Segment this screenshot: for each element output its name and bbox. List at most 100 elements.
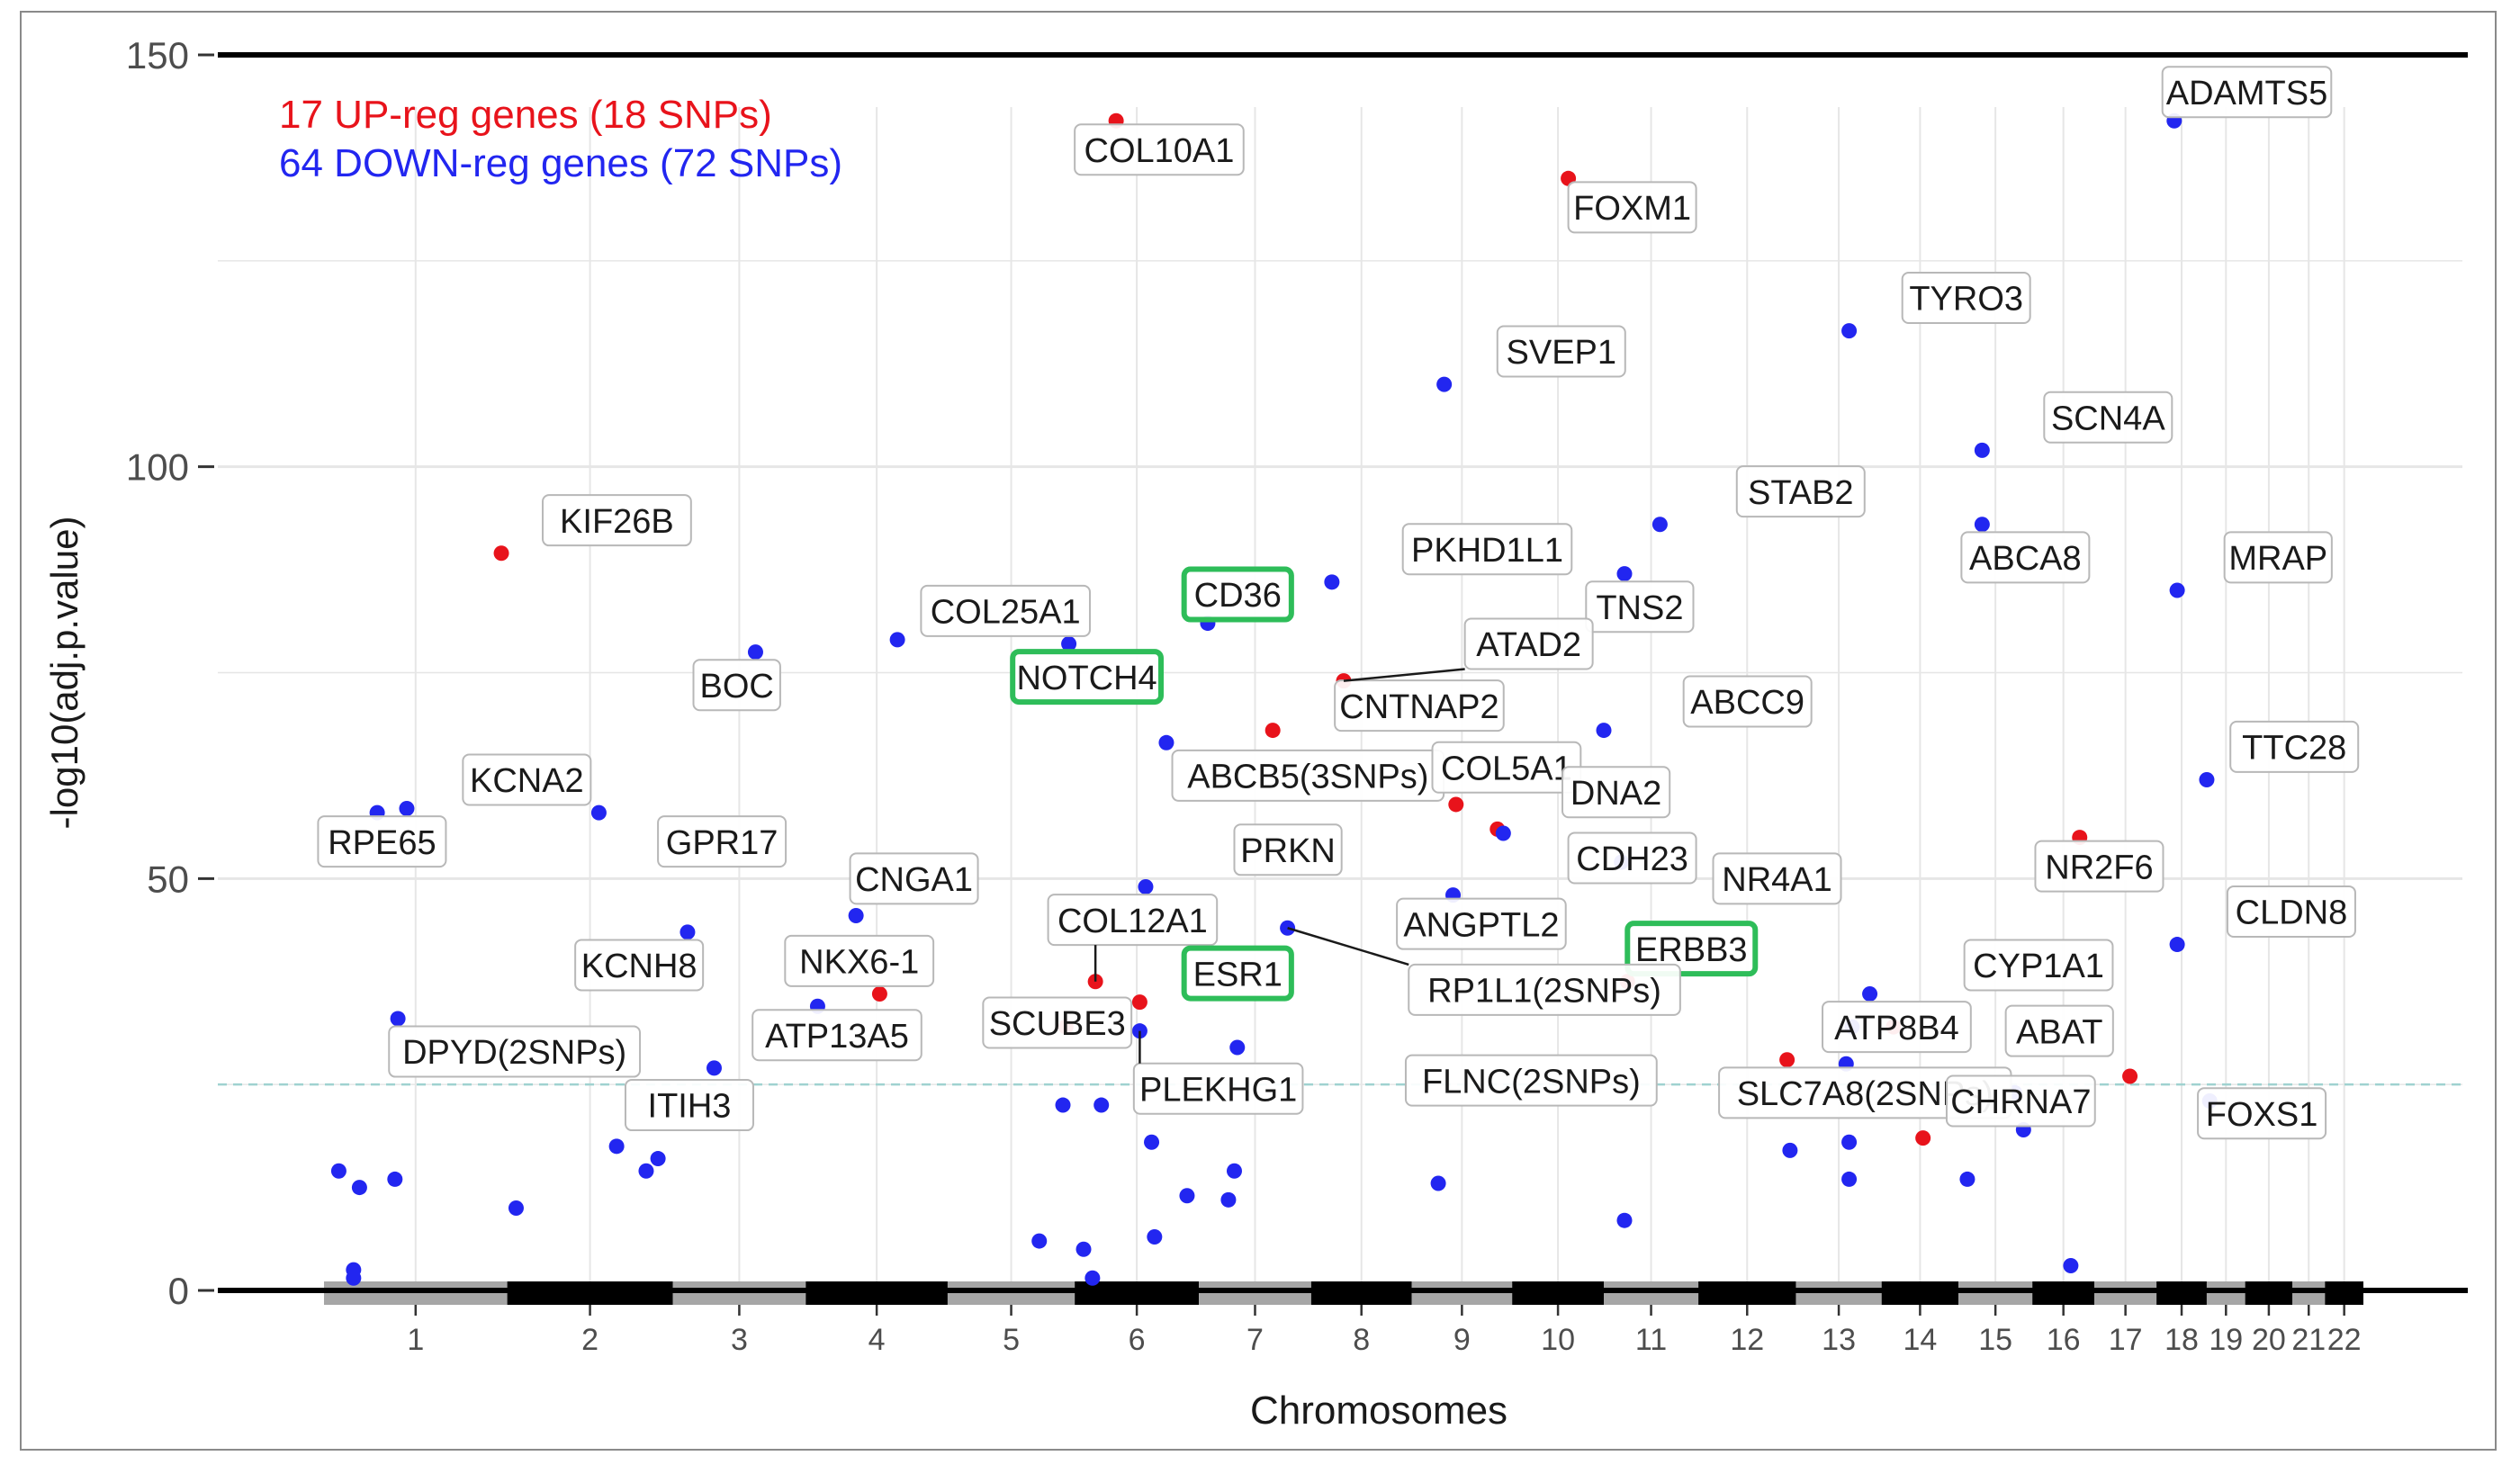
gene-label-box[interactable] bbox=[1712, 852, 1842, 905]
gene-label: TYRO3 bbox=[1909, 281, 2023, 319]
up-reg-point bbox=[1915, 1130, 1931, 1146]
gene-label-box[interactable] bbox=[1682, 675, 1813, 728]
gene-label-box[interactable] bbox=[1822, 1001, 1972, 1054]
gene-label: FOXS1 bbox=[2206, 1096, 2318, 1134]
gene-label-box[interactable] bbox=[1945, 1074, 2096, 1128]
gene-label-box[interactable] bbox=[574, 939, 705, 992]
gene-label-box[interactable] bbox=[1408, 963, 1681, 1016]
gene-label: ABCA8 bbox=[1969, 540, 2082, 578]
down-reg-point bbox=[1055, 1097, 1071, 1113]
gene-label-box[interactable] bbox=[1963, 939, 2114, 992]
x-tick-label: 6 bbox=[1129, 1323, 1146, 1357]
gene-label-box[interactable] bbox=[1901, 272, 2031, 325]
gene-label-box[interactable] bbox=[692, 659, 781, 712]
y-axis-title: -log10(adj.p.value) bbox=[43, 517, 86, 830]
gene-label-box[interactable] bbox=[1496, 325, 1626, 378]
gene-label-box[interactable] bbox=[1074, 123, 1245, 176]
down-reg-point bbox=[1220, 1191, 1237, 1208]
x-tick-label: 10 bbox=[1541, 1323, 1575, 1357]
down-reg-point bbox=[706, 1060, 722, 1076]
gene-label: PKHD1L1 bbox=[1411, 532, 1563, 570]
x-axis-title: Chromosomes bbox=[1250, 1389, 1508, 1433]
gene-label: KCNH8 bbox=[581, 948, 698, 985]
gene-label-box[interactable] bbox=[2223, 531, 2333, 584]
gene-label: GPR17 bbox=[666, 824, 778, 862]
down-reg-point bbox=[590, 804, 607, 821]
gene-label-box[interactable] bbox=[784, 934, 935, 987]
gene-label: ERBB3 bbox=[1635, 931, 1748, 969]
gene-label: RPE65 bbox=[328, 824, 436, 862]
x-tick-label: 13 bbox=[1822, 1323, 1856, 1357]
gene-label: SCUBE3 bbox=[989, 1005, 1126, 1043]
gene-label-box[interactable] bbox=[317, 815, 447, 868]
gene-label-box[interactable] bbox=[1181, 566, 1294, 623]
gene-label: ATP8B4 bbox=[1834, 1010, 1959, 1047]
gene-label-box[interactable] bbox=[2161, 66, 2333, 119]
gene-label-box[interactable] bbox=[2229, 720, 2360, 773]
gene-label-box[interactable] bbox=[1562, 766, 1671, 819]
gene-label-box[interactable] bbox=[1181, 945, 1294, 1002]
gene-label-box[interactable] bbox=[1401, 523, 1573, 576]
gene-label-box[interactable] bbox=[1233, 823, 1343, 876]
down-reg-point bbox=[1147, 1229, 1163, 1245]
gene-label-box[interactable] bbox=[1463, 617, 1594, 670]
gene-label-box[interactable] bbox=[657, 815, 788, 868]
down-reg-point bbox=[608, 1138, 625, 1155]
gene-label: COL10A1 bbox=[1084, 132, 1235, 170]
x-tick-label: 17 bbox=[2109, 1323, 2143, 1357]
x-tick-label: 1 bbox=[407, 1323, 424, 1357]
gene-label-box[interactable] bbox=[1567, 181, 1697, 234]
gene-label-box[interactable] bbox=[2034, 840, 2164, 893]
gene-label-box[interactable] bbox=[1334, 679, 1505, 732]
gene-label-box[interactable] bbox=[1404, 1054, 1658, 1107]
gene-label: FOXM1 bbox=[1573, 190, 1691, 228]
down-reg-point bbox=[2199, 771, 2215, 787]
down-reg-point bbox=[1974, 442, 1990, 458]
gene-label-box[interactable] bbox=[462, 753, 592, 806]
legend-up-text: 17 UP-reg genes (18 SNPs) bbox=[279, 93, 772, 137]
gene-label-box[interactable] bbox=[1010, 649, 1164, 706]
x-tick-label: 7 bbox=[1246, 1323, 1264, 1357]
gene-label-box[interactable] bbox=[849, 852, 979, 905]
gene-label-box[interactable] bbox=[752, 1009, 922, 1062]
gene-label-box[interactable] bbox=[2226, 885, 2356, 938]
gene-label-box[interactable] bbox=[624, 1079, 754, 1132]
gene-label-box[interactable] bbox=[1585, 580, 1695, 634]
gene-label-box[interactable] bbox=[1735, 465, 1866, 518]
up-reg-point bbox=[1448, 796, 1464, 813]
gene-label: MRAP bbox=[2228, 540, 2327, 578]
gene-label-box[interactable] bbox=[1960, 531, 2091, 584]
gene-label: COL25A1 bbox=[931, 594, 1081, 632]
gene-label-box[interactable] bbox=[1047, 894, 1219, 947]
gene-label-box[interactable] bbox=[1624, 921, 1759, 977]
gene-label-box[interactable] bbox=[982, 996, 1133, 1049]
gene-label-box[interactable] bbox=[1132, 1062, 1304, 1115]
down-reg-point bbox=[848, 908, 864, 924]
gene-label-box[interactable] bbox=[920, 584, 1091, 637]
gene-label-box[interactable] bbox=[542, 494, 692, 547]
x-tick-label: 3 bbox=[731, 1323, 748, 1357]
gene-label: NR2F6 bbox=[2045, 849, 2153, 886]
up-reg-point bbox=[1131, 994, 1148, 1011]
gene-label: ABCB5(3SNPs) bbox=[1187, 759, 1428, 796]
gene-label-box[interactable] bbox=[2197, 1087, 2327, 1140]
gene-label: KIF26B bbox=[560, 503, 674, 541]
gene-label: ATP13A5 bbox=[765, 1018, 909, 1056]
gene-label-box[interactable] bbox=[1396, 897, 1567, 950]
gene-label-box[interactable] bbox=[2043, 391, 2174, 444]
gene-label: NOTCH4 bbox=[1016, 660, 1156, 697]
up-reg-point bbox=[1264, 723, 1281, 739]
y-tick-label: 0 bbox=[168, 1270, 189, 1312]
gene-label-box[interactable] bbox=[1567, 831, 1697, 885]
y-tick-label: 100 bbox=[126, 446, 189, 489]
x-tick-label: 9 bbox=[1454, 1323, 1471, 1357]
down-reg-point bbox=[638, 1163, 654, 1179]
gene-label: COL12A1 bbox=[1058, 903, 1208, 940]
gene-label-box[interactable] bbox=[388, 1025, 642, 1078]
down-reg-point bbox=[330, 1163, 346, 1179]
gene-label-box[interactable] bbox=[2004, 1004, 2114, 1057]
up-reg-point bbox=[2122, 1068, 2138, 1084]
gene-label: CLDN8 bbox=[2236, 894, 2348, 932]
up-reg-point bbox=[871, 985, 887, 1002]
gene-label: ANGPTL2 bbox=[1403, 906, 1559, 944]
